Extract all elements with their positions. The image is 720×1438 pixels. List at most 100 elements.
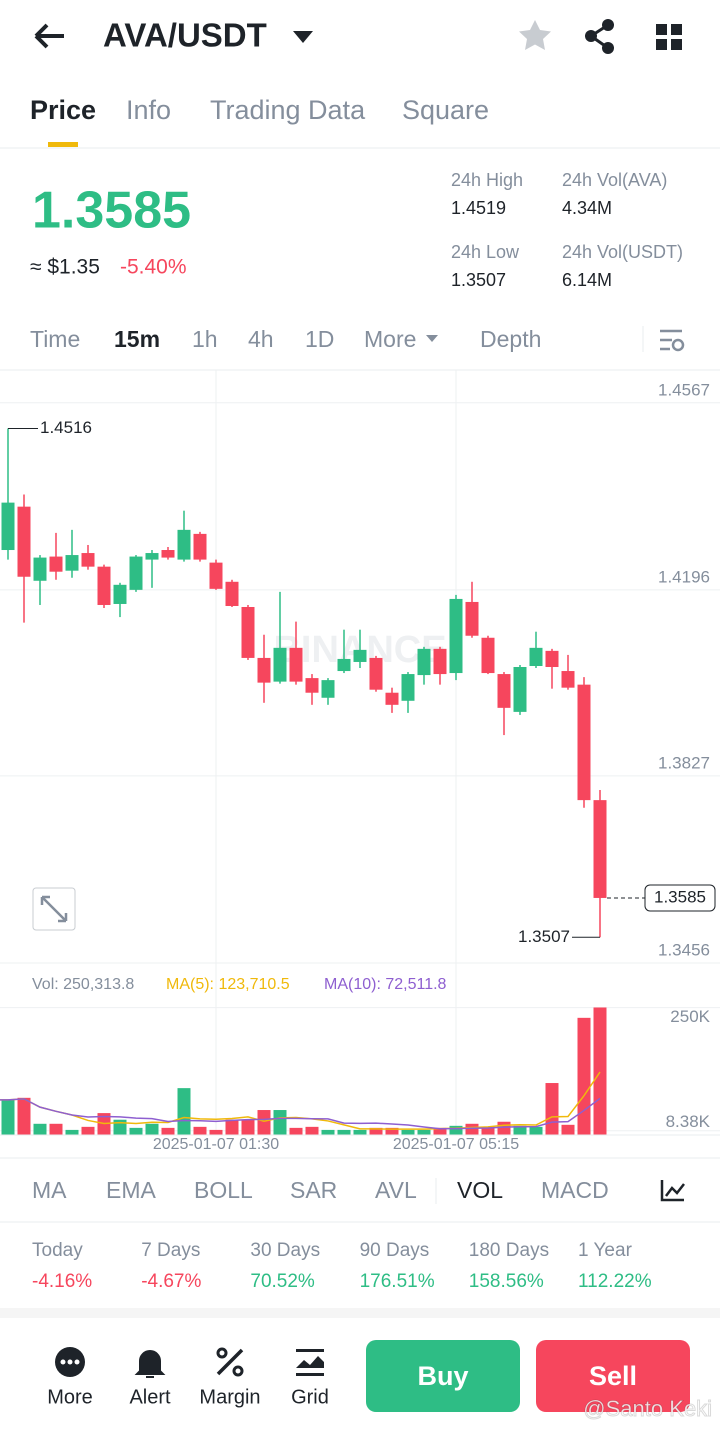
candle-body <box>321 680 335 698</box>
tab[interactable]: Square <box>402 95 489 125</box>
grid-icon <box>296 1349 324 1376</box>
sell-label[interactable]: Sell <box>589 1361 637 1391</box>
price-change: -5.40% <box>120 256 187 279</box>
volume-bar <box>529 1126 543 1135</box>
interval[interactable]: Depth <box>480 326 541 352</box>
chart-settings-icon[interactable] <box>660 329 685 352</box>
pair[interactable]: AVA/USDT <box>103 17 267 54</box>
ma10-label: MA(10): 72,511.8 <box>324 976 447 993</box>
candle-body <box>513 667 527 712</box>
high-label: 1.4516 <box>40 418 92 437</box>
indicator[interactable]: BOLL <box>194 1177 253 1203</box>
volume-bar <box>81 1126 95 1135</box>
stats: 24h High 1.4519 24h Vol(AVA) 4.34M 24h Low 1.… <box>451 170 683 290</box>
interval[interactable]: 1h <box>192 326 218 352</box>
tab[interactable]: Trading Data <box>210 95 366 125</box>
current-label: 1.3585 <box>654 887 706 906</box>
candle-body <box>273 647 287 682</box>
ma10-line <box>0 1097 601 1130</box>
tab[interactable]: Info <box>126 95 171 125</box>
stat-value: 1.3507 <box>451 270 506 290</box>
candle-body <box>449 598 463 674</box>
candle-body <box>305 678 319 693</box>
share-icon[interactable] <box>585 19 614 54</box>
candle-body <box>369 657 383 690</box>
tab[interactable]: Price <box>30 95 96 125</box>
period-change: 176.51% <box>360 1271 435 1292</box>
volume-bar <box>129 1127 143 1135</box>
action-label[interactable]: More <box>47 1386 93 1408</box>
current-box <box>644 884 716 912</box>
more-icon <box>55 1347 85 1377</box>
action-label[interactable]: Margin <box>199 1386 260 1408</box>
candle-body <box>193 533 207 560</box>
candle-body <box>497 674 511 708</box>
alert-icon <box>134 1350 166 1378</box>
volume-bar <box>17 1097 31 1135</box>
candle-body <box>561 671 575 688</box>
stat-label: 24h Vol(USDT) <box>562 242 683 262</box>
x-tick-label: 2025-01-07 01:30 <box>153 1136 279 1153</box>
interval[interactable]: 15m <box>114 326 160 352</box>
candle-body <box>129 556 143 590</box>
volume-bar <box>321 1129 335 1135</box>
pair-caret[interactable] <box>293 31 313 43</box>
candle-body <box>529 647 543 666</box>
back-button[interactable] <box>34 23 64 49</box>
indicator[interactable]: MACD <box>541 1177 609 1203</box>
volume-bar <box>273 1110 287 1135</box>
action-label[interactable]: Grid <box>291 1386 329 1408</box>
buy-label[interactable]: Buy <box>417 1361 468 1391</box>
usd-price: ≈ $1.35 <box>30 256 100 279</box>
buy-button[interactable] <box>366 1340 520 1412</box>
indicator[interactable]: SAR <box>290 1177 337 1203</box>
period-label: Today <box>32 1240 83 1261</box>
ma5-label: MA(5): 123,710.5 <box>166 976 290 993</box>
tabs: Price Info Trading Data Square <box>30 95 489 125</box>
indicator-settings-icon[interactable] <box>660 1180 685 1202</box>
volume-bar <box>289 1127 303 1135</box>
volume-bar <box>33 1123 47 1135</box>
candle-body <box>593 800 607 898</box>
credit-watermark: @Santo Keki <box>583 1396 712 1421</box>
volume-bar <box>161 1127 175 1135</box>
last-price: 1.3585 <box>32 182 191 240</box>
interval[interactable]: 4h <box>248 326 274 352</box>
period-change: 112.22% <box>578 1271 652 1292</box>
action-label[interactable]: Alert <box>129 1386 171 1408</box>
indicator[interactable]: MA <box>32 1177 67 1203</box>
indicator[interactable]: AVL <box>375 1177 417 1203</box>
volume-chart: 250K 8.38K <box>0 1007 720 1136</box>
volume-bar <box>305 1126 319 1135</box>
expand-button[interactable] <box>32 887 76 931</box>
menu-icon[interactable] <box>656 24 682 50</box>
candle-body <box>33 557 47 581</box>
favorite-icon[interactable] <box>519 20 551 50</box>
sell-button[interactable] <box>536 1340 690 1412</box>
volume-bar <box>65 1129 79 1135</box>
candle-body <box>257 657 271 683</box>
candle-body <box>97 566 111 605</box>
volume-bar <box>401 1129 415 1135</box>
interval[interactable]: Time <box>30 326 80 352</box>
volume-bar <box>513 1125 527 1135</box>
candle-body <box>225 581 239 606</box>
more-caret[interactable] <box>426 335 438 342</box>
indicator[interactable]: EMA <box>106 1177 157 1203</box>
interval[interactable]: 1D <box>305 326 334 352</box>
volume-bar <box>449 1125 463 1135</box>
y-tick-label: 1.4567 <box>658 380 710 399</box>
y-tick-label: 1.3827 <box>658 753 710 772</box>
interval-bar: Time 15m 1h 4h 1D More Depth <box>30 326 541 352</box>
candle-body <box>481 637 495 674</box>
candle-body <box>465 601 479 636</box>
x-tick-label: 2025-01-07 05:15 <box>393 1136 519 1153</box>
interval[interactable]: More <box>364 326 416 352</box>
volume-bar <box>225 1119 239 1135</box>
period-change: -4.16% <box>32 1271 92 1292</box>
ma5-line <box>0 1071 601 1130</box>
action-bar: More Alert Margin Grid <box>47 1386 329 1408</box>
indicator[interactable]: VOL <box>457 1177 503 1203</box>
